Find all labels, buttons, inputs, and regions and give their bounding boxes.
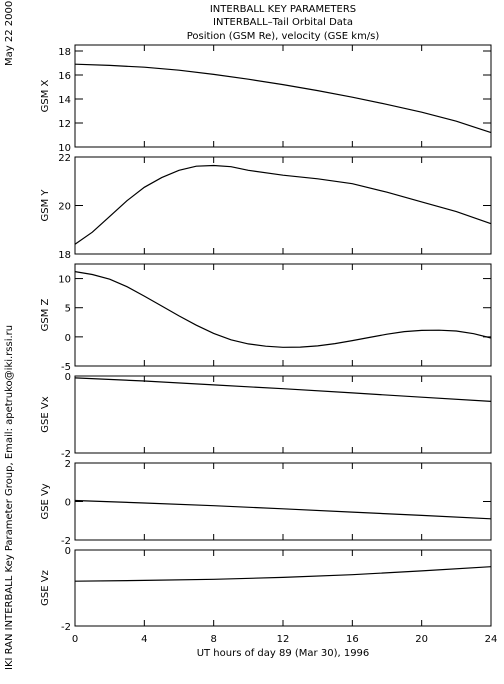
series-line-gsm-z bbox=[74, 271, 492, 348]
y-axis-label-gsm-z: GSM Z bbox=[40, 298, 51, 331]
y-tick-label: 20 bbox=[58, 202, 71, 213]
panel-frame-gsm-z bbox=[74, 263, 492, 367]
x-tick-label: 24 bbox=[485, 634, 498, 645]
series-line-gse-vy bbox=[74, 499, 492, 520]
y-tick-label: 22 bbox=[58, 153, 71, 164]
y-tick-label: 18 bbox=[58, 250, 71, 261]
chart-subtitle-units: Position (GSM Re), velocity (GSE km/s) bbox=[186, 31, 380, 42]
y-tick-label: 10 bbox=[58, 143, 71, 154]
panel-frame-gsm-y bbox=[74, 156, 492, 255]
series-line-gse-vx bbox=[74, 377, 492, 402]
x-tick-label: 4 bbox=[141, 634, 147, 645]
y-tick-label: 0 bbox=[65, 333, 71, 344]
panel-frame-gsm-x bbox=[74, 44, 492, 148]
panel-frame-gse-vz bbox=[74, 549, 492, 627]
chart-subtitle: INTERBALL–Tail Orbital Data bbox=[213, 17, 353, 28]
y-tick-label: -5 bbox=[61, 362, 71, 373]
y-tick-label: 0 bbox=[65, 498, 71, 509]
y-axis-label-gse-vx: GSE Vx bbox=[40, 396, 51, 432]
x-tick-label: 20 bbox=[415, 634, 428, 645]
chart-title: INTERBALL KEY PARAMETERS bbox=[209, 4, 357, 15]
x-tick-label: 12 bbox=[277, 634, 290, 645]
x-axis-label: UT hours of day 89 (Mar 30), 1996 bbox=[196, 648, 370, 659]
y-axis-label-gsm-x: GSM X bbox=[40, 79, 51, 112]
y-tick-label: -2 bbox=[61, 536, 71, 547]
y-tick-label: 16 bbox=[58, 71, 71, 82]
y-tick-label: 2 bbox=[65, 459, 71, 470]
series-line-gse-vz bbox=[74, 566, 492, 582]
y-tick-label: 0 bbox=[65, 546, 71, 557]
y-tick-label: 10 bbox=[58, 275, 71, 286]
panel-frame-gse-vy bbox=[74, 462, 492, 541]
y-axis-label-gse-vy: GSE Vy bbox=[40, 483, 51, 519]
panel-frame-gse-vx bbox=[74, 375, 492, 454]
y-tick-label: 5 bbox=[65, 304, 71, 315]
y-tick-label: -2 bbox=[61, 449, 71, 460]
x-tick-label: 8 bbox=[210, 634, 216, 645]
x-tick-label: 16 bbox=[346, 634, 359, 645]
y-tick-label: 14 bbox=[58, 95, 71, 106]
y-tick-label: 12 bbox=[58, 119, 71, 130]
y-tick-label: 18 bbox=[58, 47, 71, 58]
y-tick-label: 0 bbox=[65, 372, 71, 383]
series-line-gsm-x bbox=[74, 63, 492, 134]
y-axis-label-gse-vz: GSE Vz bbox=[40, 570, 51, 606]
series-line-gsm-y bbox=[74, 164, 492, 245]
y-tick-label: -2 bbox=[61, 622, 71, 633]
x-tick-label: 0 bbox=[72, 634, 78, 645]
y-axis-label-gsm-y: GSM Y bbox=[40, 189, 51, 222]
